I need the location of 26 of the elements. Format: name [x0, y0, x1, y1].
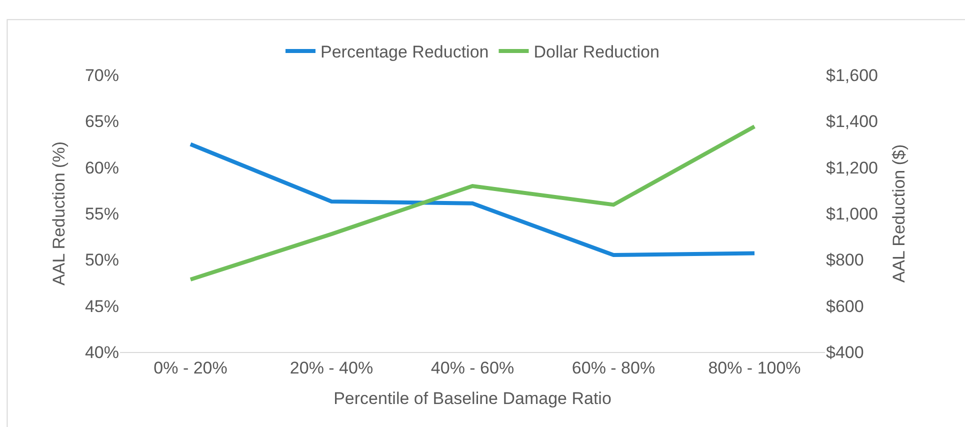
legend-label: Percentage Reduction: [320, 42, 489, 62]
x-tick-label: 20% - 40%: [290, 358, 374, 378]
legend-label: Dollar Reduction: [534, 42, 660, 62]
line-series: [188, 124, 756, 282]
y-tick-label: 65%: [84, 112, 119, 132]
y2-tick-label: $1,600: [826, 66, 878, 85]
y-axis-title: AAL Reduction (%): [50, 142, 69, 286]
line-series: [188, 142, 756, 258]
y2-tick-label: $600: [826, 296, 864, 316]
y2-tick-label: $1,000: [826, 204, 878, 224]
y-tick-label: 70%: [84, 66, 119, 85]
y-tick-label: 50%: [84, 250, 119, 270]
y2-tick-label: $1,400: [826, 112, 878, 132]
x-tick-label: 80% - 100%: [708, 358, 801, 378]
y-tick-label: 60%: [84, 158, 119, 178]
y2-axis-title: AAL Reduction ($): [889, 144, 908, 283]
x-tick-label: 40% - 60%: [430, 358, 514, 378]
y2-tick-label: $1,200: [826, 158, 878, 178]
y2-tick-label: $800: [826, 250, 864, 270]
y2-tick-label: $400: [826, 342, 864, 362]
y-tick-label: 40%: [84, 342, 119, 362]
x-tick-label: 0% - 20%: [154, 358, 228, 378]
y-tick-label: 55%: [84, 204, 119, 224]
x-axis-title: Percentile of Baseline Damage Ratio: [334, 388, 612, 408]
x-tick-label: 60% - 80%: [572, 358, 656, 378]
y-tick-label: 45%: [84, 296, 119, 316]
